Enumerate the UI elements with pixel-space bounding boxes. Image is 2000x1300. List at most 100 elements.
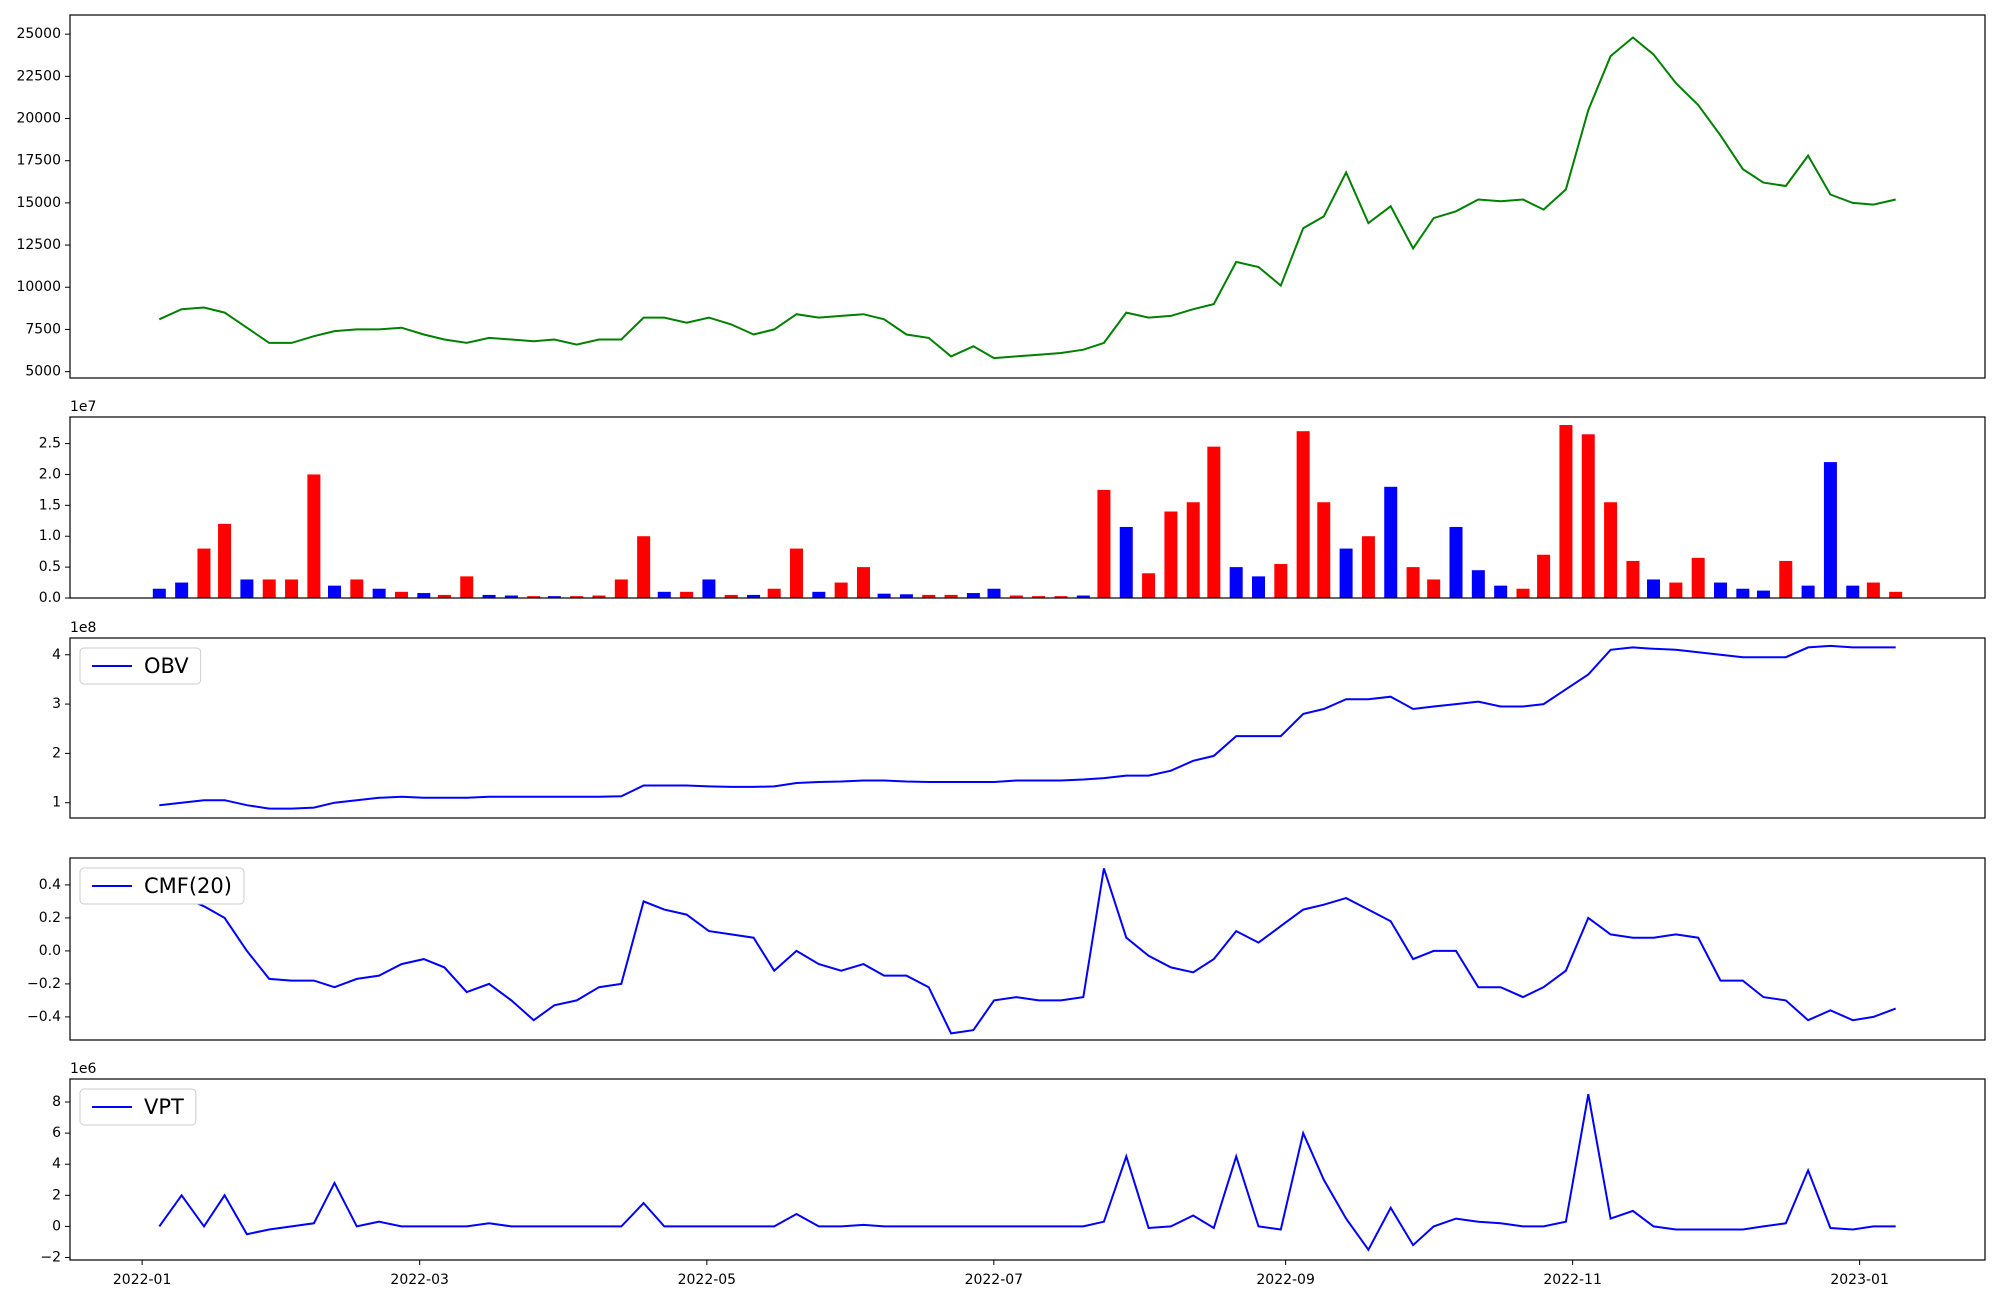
volume-bar [437,594,451,598]
offset-text: 1e8 [70,620,96,636]
volume-bar [460,576,474,598]
volume-bar [350,579,364,598]
legend-label: VPT [144,1095,184,1119]
y-tick-label: −0.4 [27,1009,61,1025]
legend-box [79,1088,197,1126]
volume-bar [1756,590,1770,598]
x-tick-label: 2023-01 [1830,1272,1889,1288]
y-tick-label: −2 [40,1250,61,1266]
line-series [159,644,1896,810]
y-tick-label: 7500 [25,321,61,337]
volume-bar [570,596,584,598]
volume-bar [1691,557,1705,598]
volume-bar [1274,564,1288,598]
volume-bar [680,591,694,598]
y-tick-label: 0.2 [39,910,61,926]
y-tick-label: 1.5 [39,497,61,513]
volume-bar [1009,595,1023,598]
volume-bar [1449,526,1463,598]
y-tick-label: 0.4 [39,877,61,893]
volume-bar [1186,502,1200,598]
volume-bar [152,588,166,598]
y-tick-label: 0.0 [39,943,61,959]
legend-label: OBV [144,654,189,678]
volume-bar [327,585,341,598]
volume-bar [1559,425,1573,598]
offset-text: 1e6 [70,1061,97,1077]
volume-bar [1866,582,1880,598]
volume-bar [724,594,738,598]
volume-bar [1339,548,1353,598]
y-tick-label: 25000 [16,26,61,42]
legend-label: CMF(20) [144,874,232,898]
volume-bar [1317,502,1331,598]
y-tick-label: 10000 [16,279,61,295]
volume-bar [856,567,870,598]
y-tick-label: 1.0 [39,528,61,544]
line-series [159,868,1897,1035]
y-tick-label: 4 [52,647,61,663]
volume-bar [1296,431,1310,598]
y-tick-label: 0.0 [39,590,61,606]
y-tick-label: 8 [52,1094,61,1110]
volume-bar [1846,585,1860,598]
volume-bar [922,594,936,598]
volume-bar [504,595,518,598]
y-tick-label: 2.0 [39,466,61,482]
y-tick-label: 20000 [16,111,61,127]
x-tick-label: 2022-03 [390,1272,449,1288]
plot-frame [69,637,1986,819]
offset-text: 1e7 [70,399,96,415]
volume-bar [547,596,561,598]
volume-bar [1384,486,1398,598]
volume-bar [834,582,848,598]
volume-bar [1801,585,1815,598]
volume-bar [1252,576,1266,598]
volume-bar [789,548,803,598]
volume-bar [1714,582,1728,598]
volume-bar [966,593,980,598]
volume-bar [1626,560,1640,598]
volume-bar [1736,588,1750,598]
x-tick-label: 2022-05 [678,1272,737,1288]
y-tick-label: 0.5 [39,559,61,575]
volume-bar [417,593,431,598]
x-tick-label: 2022-07 [965,1272,1024,1288]
volume-bar [1406,567,1420,598]
y-tick-label: 6 [52,1125,61,1141]
volume-bar [1032,596,1046,598]
y-tick-label: 22500 [16,68,61,84]
plot-frame [69,14,1986,379]
legend-box [79,647,202,685]
volume-bar [1097,489,1111,598]
plot-frame [69,1078,1986,1261]
volume-bar [307,474,321,598]
plot-frame [69,857,1986,1041]
y-tick-label: 4 [52,1156,61,1172]
volume-bar [1076,595,1090,598]
y-tick-label: 2 [52,1187,61,1203]
volume-bar [372,588,386,598]
volume-bar [1604,502,1618,598]
volume-bar [1494,585,1508,598]
y-tick-label: 17500 [16,153,61,169]
y-tick-label: 12500 [16,237,61,253]
volume-bar [240,579,254,598]
line-series [158,36,1896,360]
volume-bar [747,594,761,598]
volume-bar [1207,446,1221,598]
volume-bar [1119,526,1133,598]
plot-frame [69,416,1986,599]
volume-bar [1361,536,1375,598]
y-tick-label: 5000 [25,364,61,380]
volume-bar [527,596,541,598]
volume-bar [1142,573,1156,598]
volume-bar [1471,570,1485,598]
line-series [158,1094,1896,1252]
volume-bar [1164,511,1178,598]
volume-bar [1669,582,1683,598]
volume-bar [812,591,826,598]
volume-bar [1516,588,1530,598]
volume-bar [218,523,232,598]
